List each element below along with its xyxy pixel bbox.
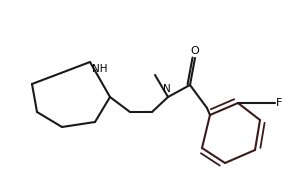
- Text: NH: NH: [92, 64, 108, 74]
- Text: N: N: [163, 84, 171, 94]
- Text: F: F: [276, 98, 282, 108]
- Text: O: O: [191, 46, 199, 56]
